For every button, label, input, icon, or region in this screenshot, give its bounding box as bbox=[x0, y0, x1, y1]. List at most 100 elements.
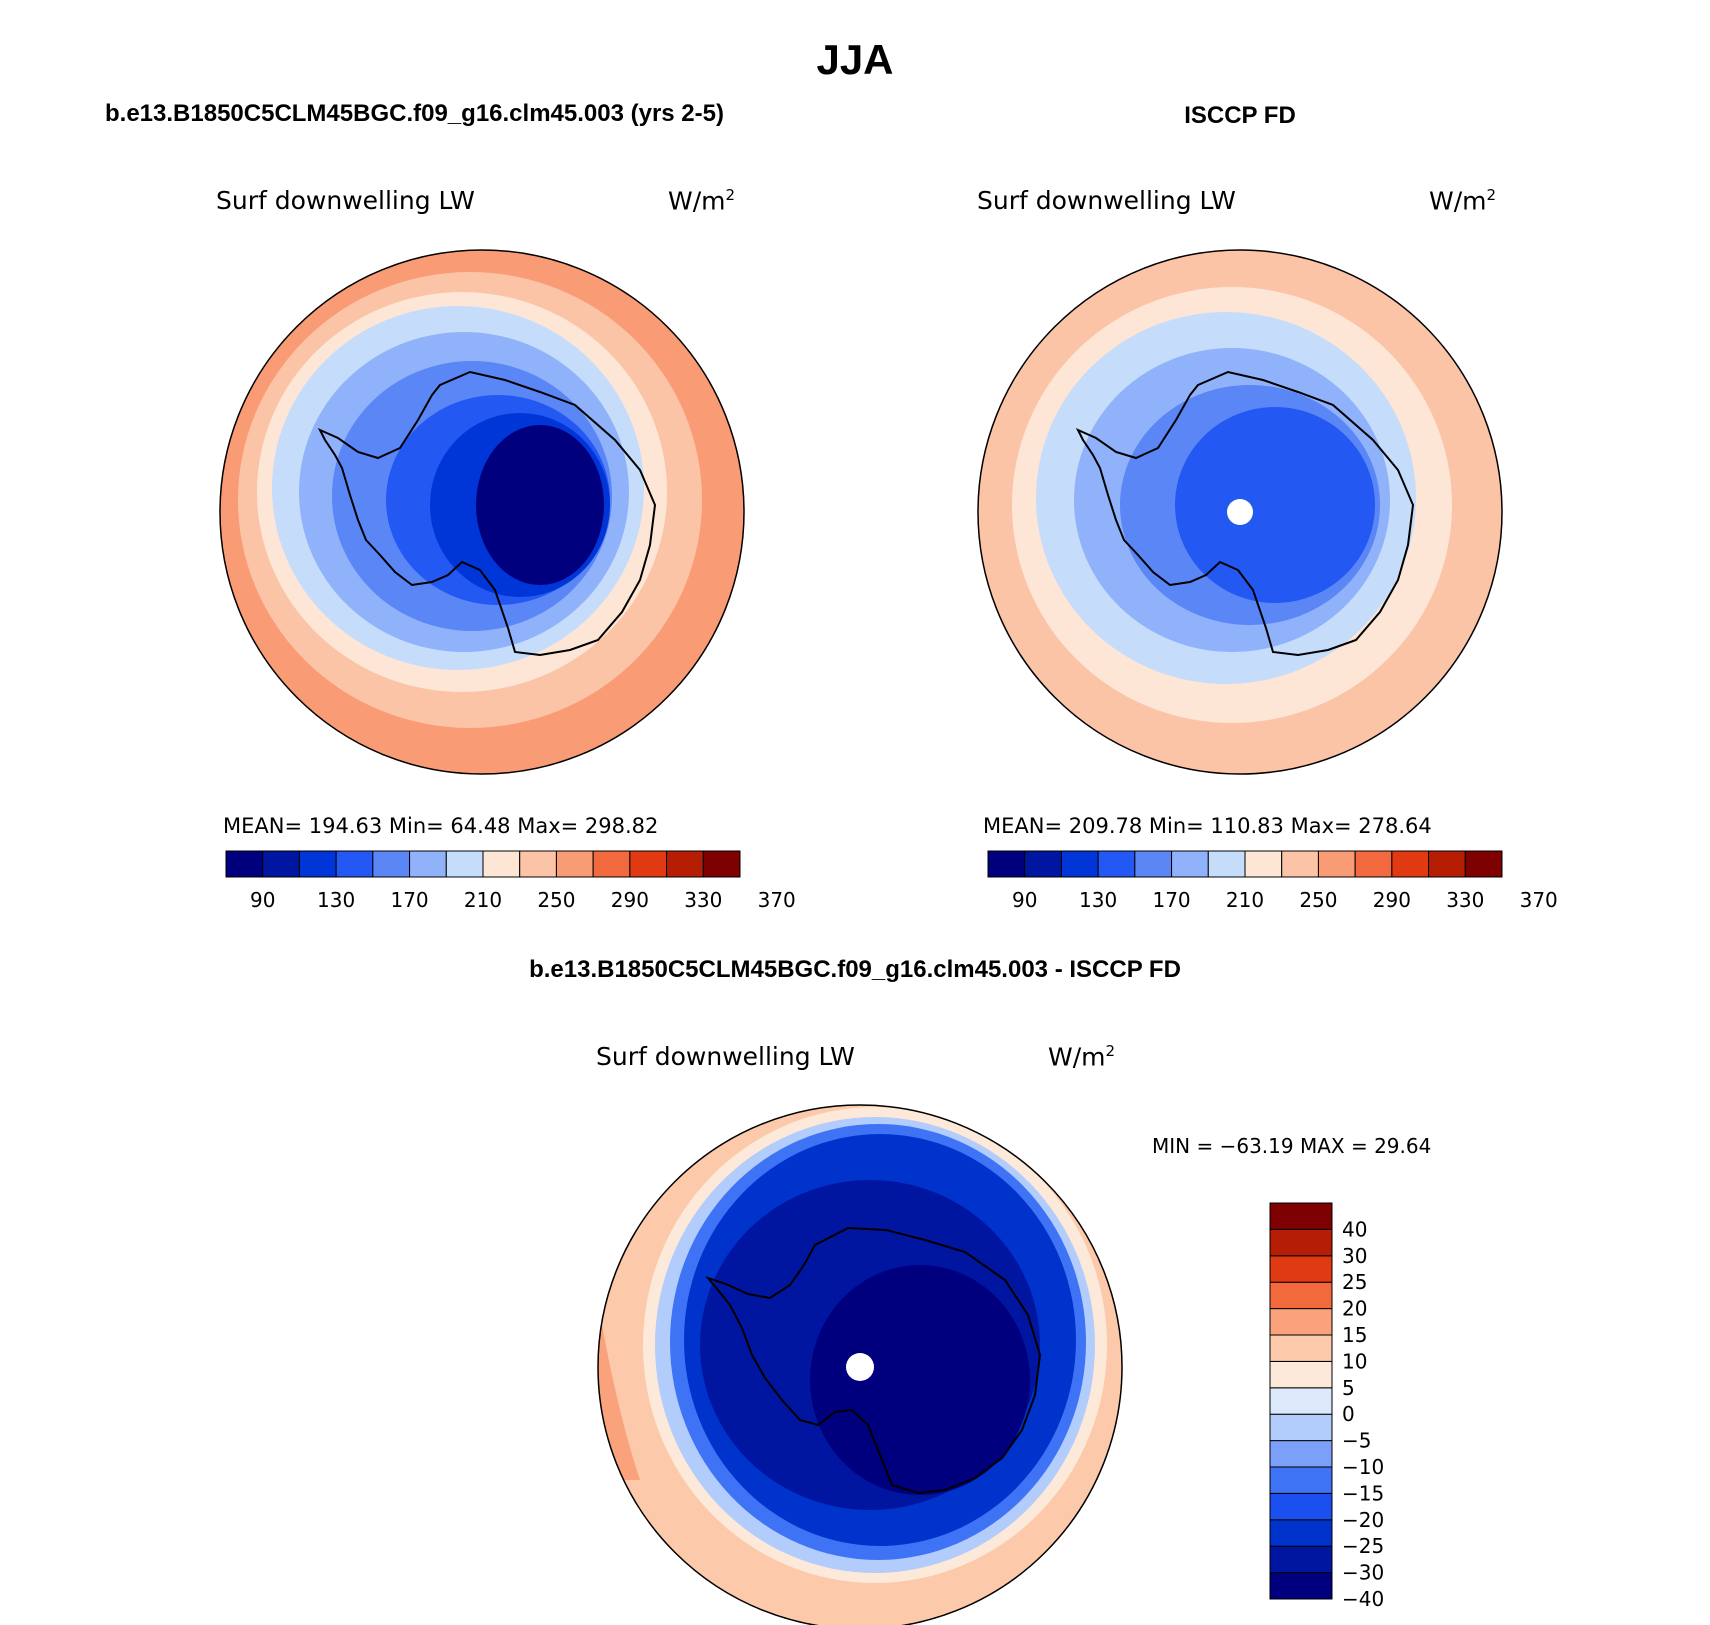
colorbar-tick-label: 90 bbox=[250, 888, 275, 912]
colorbar-box bbox=[482, 850, 521, 878]
colorbar-tick-label: 170 bbox=[390, 888, 428, 912]
colorbar-tick-label: −10 bbox=[1342, 1455, 1384, 1479]
colorbar-box bbox=[1060, 850, 1099, 878]
colorbar-model: 90 130 170 210 250 290 330 370 bbox=[225, 850, 796, 912]
colorbar-tick-label: 130 bbox=[1079, 888, 1117, 912]
panel-title-obs: ISCCP FD bbox=[1184, 102, 1296, 129]
units-exponent: 2 bbox=[1486, 186, 1497, 204]
colorbar-tick-label: 370 bbox=[758, 888, 796, 912]
units-label-model: W/m2 bbox=[668, 186, 735, 215]
map-difference bbox=[598, 1105, 1122, 1625]
colorbar-tick-label: −25 bbox=[1342, 1534, 1384, 1558]
colorbar-box bbox=[335, 850, 374, 878]
units-text: W/m bbox=[1429, 186, 1487, 216]
contour-band bbox=[476, 425, 604, 585]
colorbar-box bbox=[1024, 850, 1062, 878]
colorbar-box bbox=[519, 850, 557, 878]
colorbar-tick-label: 250 bbox=[1299, 888, 1337, 912]
colorbar-tick-label: −30 bbox=[1342, 1561, 1384, 1585]
colorbar-tick-label: 0 bbox=[1342, 1402, 1355, 1426]
colorbar-tick-label: −20 bbox=[1342, 1508, 1384, 1532]
colorbar-tick-label: 210 bbox=[464, 888, 502, 912]
colorbar-box bbox=[1269, 1545, 1333, 1574]
colorbar-tick-label: 290 bbox=[611, 888, 649, 912]
variable-label-difference: Surf downwelling LW bbox=[596, 1042, 855, 1071]
colorbar-box bbox=[1269, 1387, 1333, 1415]
colorbar-obs: 90 130 170 210 250 290 330 370 bbox=[987, 850, 1558, 912]
colorbar-tick-label: 290 bbox=[1373, 888, 1411, 912]
colorbar-box bbox=[1269, 1202, 1333, 1230]
map-border bbox=[597, 1104, 1123, 1625]
colorbar-tick-label: 30 bbox=[1342, 1244, 1367, 1268]
contour-band bbox=[810, 1265, 1030, 1495]
colorbar-tick-label: 90 bbox=[1012, 888, 1037, 912]
colorbar-box bbox=[1269, 1466, 1333, 1494]
colorbar-box bbox=[1134, 850, 1173, 878]
colorbar-box bbox=[298, 850, 337, 878]
colorbar-box bbox=[225, 850, 264, 878]
colorbar-box bbox=[1269, 1360, 1333, 1389]
colorbar-box bbox=[1269, 1334, 1333, 1362]
colorbar-tick-label: 10 bbox=[1342, 1349, 1367, 1373]
colorbar-tick-label: 330 bbox=[1446, 888, 1484, 912]
colorbar-box bbox=[592, 850, 631, 878]
colorbar-tick-label: 330 bbox=[684, 888, 722, 912]
stats-obs: MEAN= 209.78 Min= 110.83 Max= 278.64 bbox=[983, 814, 1432, 838]
colorbar-box bbox=[1269, 1572, 1333, 1600]
colorbar-box bbox=[409, 850, 447, 878]
colorbar-box bbox=[445, 850, 484, 878]
map-border bbox=[219, 249, 745, 775]
colorbar-box bbox=[1269, 1492, 1333, 1521]
colorbar-box bbox=[262, 850, 300, 878]
coastline bbox=[1075, 370, 1415, 657]
colorbar-box bbox=[1171, 850, 1209, 878]
pole-mask bbox=[846, 1353, 874, 1381]
units-exponent: 2 bbox=[725, 186, 736, 204]
colorbar-tick-label: −5 bbox=[1342, 1429, 1371, 1453]
units-text: W/m bbox=[1048, 1042, 1106, 1072]
colorbar-tick-label: 25 bbox=[1342, 1270, 1367, 1294]
colorbar-box bbox=[1244, 850, 1283, 878]
colorbar-box bbox=[555, 850, 594, 878]
colorbar-tick-label: −15 bbox=[1342, 1481, 1384, 1505]
colorbar-box bbox=[1269, 1281, 1333, 1310]
colorbar-box bbox=[1428, 850, 1466, 878]
colorbar-box bbox=[1354, 850, 1393, 878]
coastline bbox=[704, 1226, 1042, 1495]
colorbar-box bbox=[666, 850, 704, 878]
colorbar-tick-label: 5 bbox=[1342, 1376, 1355, 1400]
colorbar-tick-label: 210 bbox=[1226, 888, 1264, 912]
colorbar-tick-label: 20 bbox=[1342, 1297, 1367, 1321]
pole-mask bbox=[1227, 499, 1253, 525]
colorbar-box bbox=[1269, 1413, 1333, 1442]
stats-model: MEAN= 194.63 Min= 64.48 Max= 298.82 bbox=[223, 814, 659, 838]
colorbar-box bbox=[1269, 1440, 1333, 1468]
map-border bbox=[977, 249, 1503, 775]
colorbar-tick-label: 130 bbox=[317, 888, 355, 912]
units-exponent: 2 bbox=[1105, 1042, 1116, 1060]
colorbar-box bbox=[629, 850, 668, 878]
colorbar-box bbox=[1269, 1255, 1333, 1283]
colorbar-tick-label: 170 bbox=[1152, 888, 1190, 912]
colorbar-box bbox=[1269, 1228, 1333, 1257]
colorbar-tick-label: 370 bbox=[1520, 888, 1558, 912]
colorbar-tick-label: −40 bbox=[1342, 1587, 1384, 1611]
colorbar-box bbox=[1391, 850, 1430, 878]
colorbar-box bbox=[1464, 850, 1503, 878]
variable-label-obs: Surf downwelling LW bbox=[977, 186, 1236, 215]
colorbar-box bbox=[987, 850, 1026, 878]
colorbar-box bbox=[1207, 850, 1246, 878]
colorbar-box bbox=[1269, 1519, 1333, 1547]
colorbar-tick-label: 40 bbox=[1342, 1217, 1367, 1241]
contour-band bbox=[1175, 407, 1375, 603]
colorbar-box bbox=[702, 850, 741, 878]
map-model bbox=[220, 250, 744, 774]
colorbar-tick-label: 15 bbox=[1342, 1323, 1367, 1347]
colorbar-box bbox=[1097, 850, 1136, 878]
colorbar-box bbox=[1317, 850, 1356, 878]
colorbar-box bbox=[372, 850, 411, 878]
colorbar-box bbox=[1281, 850, 1319, 878]
